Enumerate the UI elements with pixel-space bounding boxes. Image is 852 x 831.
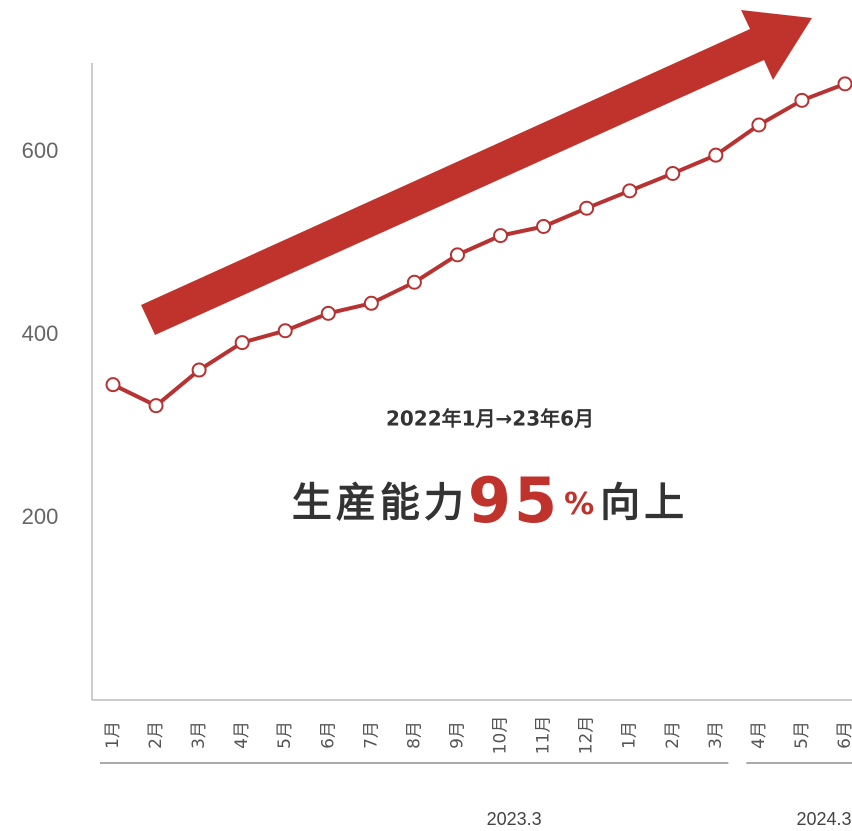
x-tick-label: 2月 [663, 721, 683, 749]
data-point [708, 147, 724, 163]
data-point [794, 92, 810, 108]
x-tick-label: 3月 [189, 721, 209, 749]
data-point [234, 335, 250, 351]
group-label: 2023.3 [487, 809, 542, 829]
x-tick-label: 4月 [749, 721, 769, 749]
data-point [536, 218, 552, 234]
data-point [191, 362, 207, 378]
x-tick-label: 1月 [103, 721, 123, 749]
x-tick-label: 4月 [232, 721, 252, 749]
y-tick-label: 200 [22, 504, 59, 529]
annotation-prefix: 生産能力 [292, 480, 468, 526]
y-tick-label: 400 [22, 321, 59, 346]
data-point [493, 228, 509, 244]
x-tick-label: 5月 [275, 721, 295, 749]
annotation-main: 生産能力95% 向上 [292, 464, 688, 537]
x-tick-label: 1月 [620, 721, 640, 749]
data-point [406, 274, 422, 290]
annotation-number: 95 [468, 464, 560, 537]
data-point [105, 377, 121, 393]
series-line [112, 81, 846, 408]
data-point [320, 305, 336, 321]
group-label: 2024.3 [796, 809, 851, 829]
x-tick-label: 9月 [447, 721, 467, 749]
data-point [363, 295, 379, 311]
x-tick-label: 6月 [318, 721, 338, 749]
data-point [751, 117, 767, 133]
annotation-period: 2022年1月→23年6月 [386, 407, 594, 431]
data-point [148, 398, 164, 414]
annotation-suffix: 向上 [600, 480, 688, 526]
x-tick-label: 8月 [404, 721, 424, 749]
x-tick-label: 3月 [706, 721, 726, 749]
data-point [277, 323, 293, 339]
x-tick-label: 2月 [146, 721, 166, 749]
trend-arrow [141, 10, 812, 335]
data-point [837, 76, 852, 92]
data-point [622, 183, 638, 199]
data-point [449, 247, 465, 263]
y-tick-label: 600 [22, 138, 59, 163]
x-tick-label: 11月 [534, 716, 554, 755]
x-tick-label: 10月 [491, 716, 511, 755]
x-tick-label: 7月 [361, 721, 381, 749]
x-tick-label: 5月 [792, 721, 812, 749]
data-point [579, 200, 595, 216]
x-tick-label: 12月 [577, 716, 597, 755]
data-point [665, 165, 681, 181]
annotation-unit: % [564, 487, 594, 522]
x-tick-label: 6月 [835, 721, 852, 749]
